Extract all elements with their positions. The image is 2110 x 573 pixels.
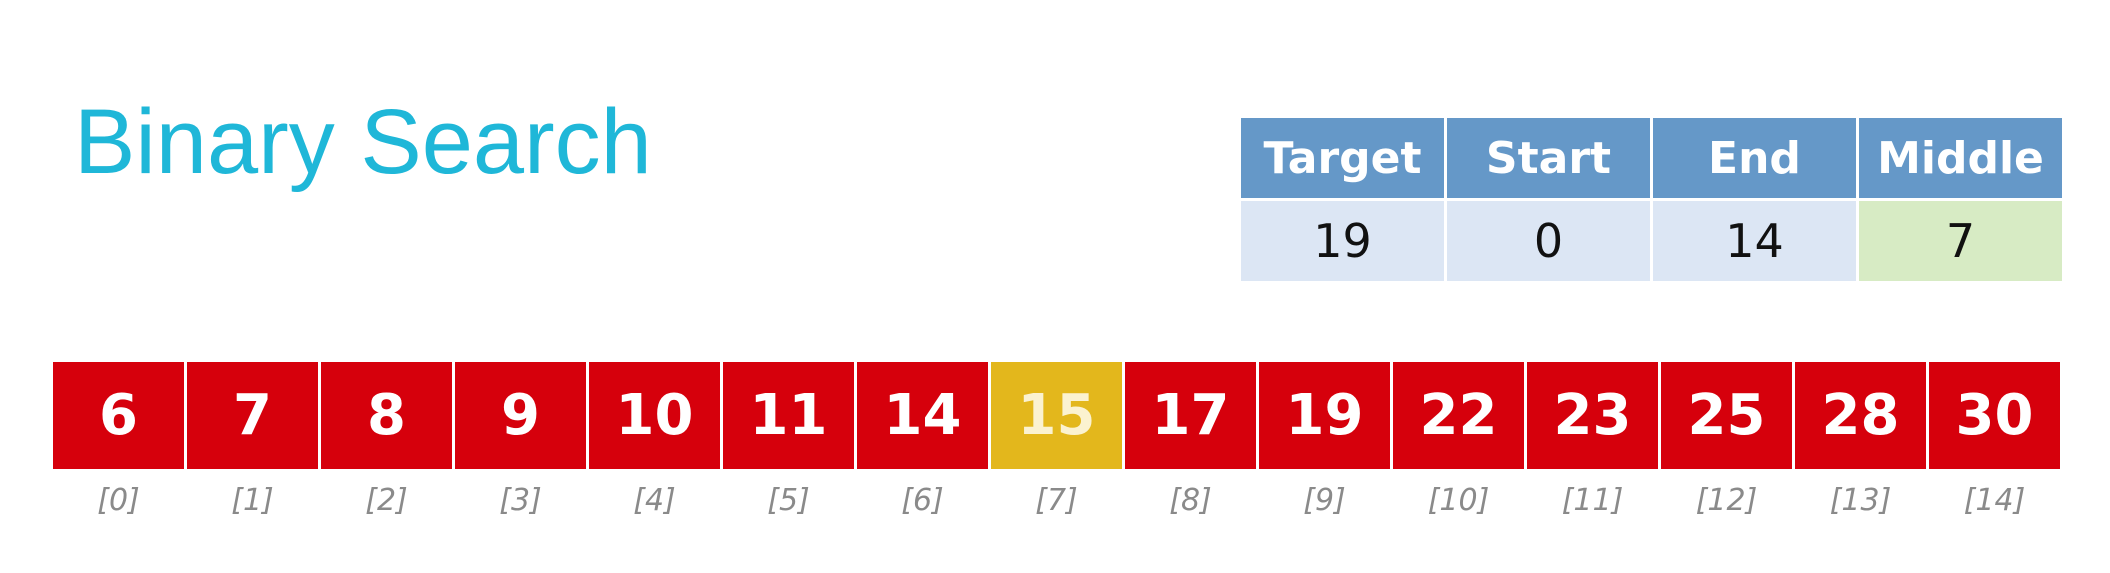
array-index-label: [7] xyxy=(1035,483,1078,518)
array-element: 10 [4] xyxy=(589,362,723,518)
search-variables-table: Target Start End Middle 19 0 14 7 xyxy=(1238,115,2065,284)
sorted-array: 6 [0] 7 [1] 8 [2] 9 [3] 10 [4] 11 [5] 14 [6] 15 [7] 17 [8… xyxy=(53,362,2063,518)
array-index-label: [1] xyxy=(231,483,274,518)
value-start: 0 xyxy=(1447,201,1650,281)
array-element: 15 [7] xyxy=(991,362,1125,518)
array-cell: 30 xyxy=(1929,362,2060,469)
header-start: Start xyxy=(1447,118,1650,198)
array-cell: 22 xyxy=(1393,362,1524,469)
array-index-label: [0] xyxy=(97,483,140,518)
array-index-label: [6] xyxy=(901,483,944,518)
value-middle: 7 xyxy=(1859,201,2062,281)
array-index-label: [5] xyxy=(767,483,810,518)
array-element: 28 [13] xyxy=(1795,362,1929,518)
array-cell: 28 xyxy=(1795,362,1926,469)
array-cell: 19 xyxy=(1259,362,1390,469)
array-element: 11 [5] xyxy=(723,362,857,518)
array-index-label: [13] xyxy=(1829,483,1892,518)
array-element: 14 [6] xyxy=(857,362,991,518)
header-target: Target xyxy=(1241,118,1444,198)
array-index-label: [3] xyxy=(499,483,542,518)
array-cell: 14 xyxy=(857,362,988,469)
array-cell: 25 xyxy=(1661,362,1792,469)
array-cell: 17 xyxy=(1125,362,1256,469)
array-element: 30 [14] xyxy=(1929,362,2063,518)
array-index-label: [14] xyxy=(1963,483,2026,518)
variables-value-row: 19 0 14 7 xyxy=(1241,201,2062,281)
page-title: Binary Search xyxy=(74,91,652,193)
array-element: 9 [3] xyxy=(455,362,589,518)
variables-header-row: Target Start End Middle xyxy=(1241,118,2062,198)
array-index-label: [2] xyxy=(365,483,408,518)
array-cell: 7 xyxy=(187,362,318,469)
array-element: 19 [9] xyxy=(1259,362,1393,518)
array-cell-middle: 15 xyxy=(991,362,1122,469)
array-cell: 23 xyxy=(1527,362,1658,469)
array-index-label: [4] xyxy=(633,483,676,518)
array-index-label: [10] xyxy=(1427,483,1490,518)
array-index-label: [8] xyxy=(1169,483,1212,518)
array-element: 7 [1] xyxy=(187,362,321,518)
array-cell: 8 xyxy=(321,362,452,469)
array-index-label: [12] xyxy=(1695,483,1758,518)
value-end: 14 xyxy=(1653,201,1856,281)
value-target: 19 xyxy=(1241,201,1444,281)
array-element: 17 [8] xyxy=(1125,362,1259,518)
array-cell: 10 xyxy=(589,362,720,469)
array-element: 6 [0] xyxy=(53,362,187,518)
header-middle: Middle xyxy=(1859,118,2062,198)
array-cell: 11 xyxy=(723,362,854,469)
header-end: End xyxy=(1653,118,1856,198)
array-index-label: [11] xyxy=(1561,483,1624,518)
array-element: 23 [11] xyxy=(1527,362,1661,518)
array-element: 22 [10] xyxy=(1393,362,1527,518)
array-index-label: [9] xyxy=(1303,483,1346,518)
array-element: 8 [2] xyxy=(321,362,455,518)
array-cell: 9 xyxy=(455,362,586,469)
array-element: 25 [12] xyxy=(1661,362,1795,518)
array-cell: 6 xyxy=(53,362,184,469)
